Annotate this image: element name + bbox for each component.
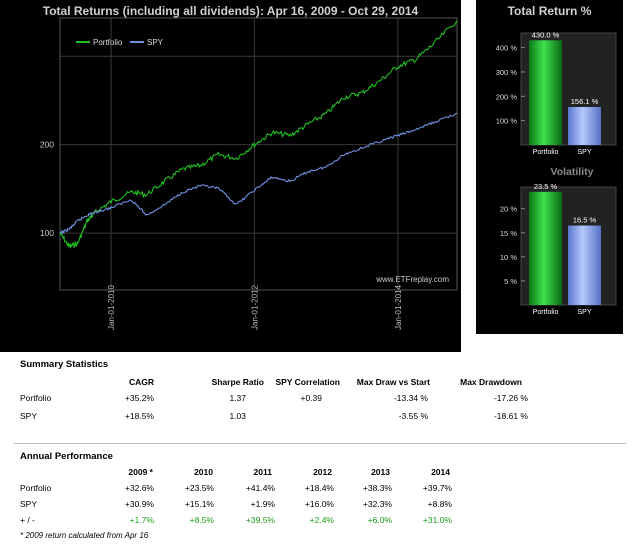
bar-y-tick-label: 300 % [496, 68, 518, 77]
bar-category-label: Portfolio [533, 149, 559, 156]
bar-y-tick-label: 5 % [504, 277, 517, 286]
summary-header-max-drawdown: Max Drawdown [460, 377, 522, 387]
annual-row-label: Portfolio [20, 483, 52, 493]
bar-category-label: SPY [577, 309, 591, 316]
bar-y-tick-label: 400 % [496, 44, 518, 53]
legend-label: SPY [147, 38, 164, 47]
bar-value-label: 156.1 % [571, 97, 599, 106]
summary-header-sharpe: Sharpe Ratio [211, 377, 264, 387]
annual-title: Annual Performance [20, 451, 113, 462]
annual-header-year: 2010 [194, 467, 213, 477]
volatility-title: Volatility [551, 166, 594, 178]
annual-value: +38.3% [362, 483, 392, 493]
annual-value: +41.4% [245, 483, 275, 493]
summary-sharpe-value: 1.03 [229, 411, 246, 421]
annual-value: +15.1% [184, 499, 214, 509]
bar-value-label: 23.5 % [534, 182, 558, 191]
main-chart-panel: Jan-01-2010 Jan-01-2012 Jan-01-2014 100 200 P… [0, 0, 461, 352]
x-tick-label: Jan-01-2010 [107, 285, 116, 330]
summary-header-correlation: SPY Correlation [275, 377, 340, 387]
annual-header-year: 2009 * [128, 467, 153, 477]
spy-series-line [59, 112, 458, 235]
annual-value: +32.6% [124, 483, 154, 493]
bar-value-label: 16.5 % [573, 216, 597, 225]
annual-header-year: 2014 [431, 467, 450, 477]
annual-value: +30.9% [124, 499, 154, 509]
annual-value: +16.0% [304, 499, 334, 509]
spy-total-return-bar [568, 106, 601, 145]
summary-cagr-value: +18.5% [124, 411, 154, 421]
watermark: www.ETFreplay.com [375, 275, 449, 284]
bar-category-label: Portfolio [533, 309, 559, 316]
annual-header-year: 2013 [371, 467, 390, 477]
annual-header-year: 2012 [313, 467, 332, 477]
total-returns-chart: Jan-01-2010 Jan-01-2012 Jan-01-2014 100 200 P… [40, 17, 458, 330]
x-tick-label: Jan-01-2012 [250, 285, 259, 330]
bar-y-tick-label: 200 % [496, 92, 518, 101]
annual-value: +23.5% [184, 483, 214, 493]
total-return-title: Total Return % [507, 4, 592, 18]
y-tick-label: 200 [40, 140, 54, 150]
bar-y-tick-label: 15 % [500, 229, 517, 238]
annual-diff-value: +31.0% [422, 515, 452, 525]
bar-value-label: 430.0 % [532, 30, 560, 39]
right-panel: Total Return % 100 % 200 % 300 % 400 % 430.0… [476, 0, 623, 334]
annual-diff-value: +6.0% [367, 515, 392, 525]
annual-value: +1.9% [250, 499, 275, 509]
spy-volatility-bar [568, 225, 601, 305]
summary-title: Summary Statistics [20, 359, 109, 370]
portfolio-series-line [59, 20, 458, 250]
portfolio-total-return-bar [529, 40, 562, 145]
annual-value: +32.3% [362, 499, 392, 509]
annual-diff-value: +1.7% [129, 515, 154, 525]
bar-category-label: SPY [577, 149, 591, 156]
main-chart-title: Total Returns (including all dividends):… [42, 4, 419, 18]
summary-sharpe-value: 1.37 [229, 393, 246, 403]
bar-charts: 100 % 200 % 300 % 400 % 430.0 % Portfolio 156.… [496, 30, 617, 316]
x-tick-label: Jan-01-2014 [394, 285, 403, 330]
annual-diff-value: +39.5% [245, 515, 275, 525]
bar-y-tick-label: 20 % [500, 205, 517, 214]
annual-row-label: SPY [20, 499, 38, 509]
summary-row-label: SPY [20, 411, 38, 421]
plot-frame [59, 17, 458, 291]
bar-y-tick-label: 100 % [496, 117, 518, 126]
annual-diff-value: +8.5% [189, 515, 214, 525]
summary-header-cagr: CAGR [128, 377, 154, 387]
annual-value: +8.8% [427, 499, 452, 509]
summary-header-max-draw-vs-start: Max Draw vs Start [356, 377, 430, 387]
summary-max-draw-value: -13.34 % [393, 393, 428, 403]
legend-label: Portfolio [93, 38, 123, 47]
summary-cagr-value: +35.2% [124, 393, 154, 403]
annual-header-year: 2011 [253, 467, 272, 477]
annual-diff-value: +2.4% [309, 515, 334, 525]
footnote: * 2009 return calculated from Apr 16 [20, 531, 149, 540]
summary-max-draw-value: -3.55 % [398, 411, 428, 421]
summary-row-label: Portfolio [20, 393, 52, 403]
summary-max-drawdown-value: -17.26 % [493, 393, 528, 403]
annual-value: +39.7% [422, 483, 452, 493]
summary-max-drawdown-value: -18.61 % [493, 411, 528, 421]
section-divider [14, 443, 626, 444]
y-tick-label: 100 [40, 228, 54, 238]
bar-y-tick-label: 10 % [500, 253, 517, 262]
portfolio-volatility-bar [529, 191, 562, 305]
annual-value: +18.4% [304, 483, 334, 493]
summary-correlation-value: +0.39 [300, 393, 322, 403]
annual-row-label: + / - [20, 515, 35, 525]
